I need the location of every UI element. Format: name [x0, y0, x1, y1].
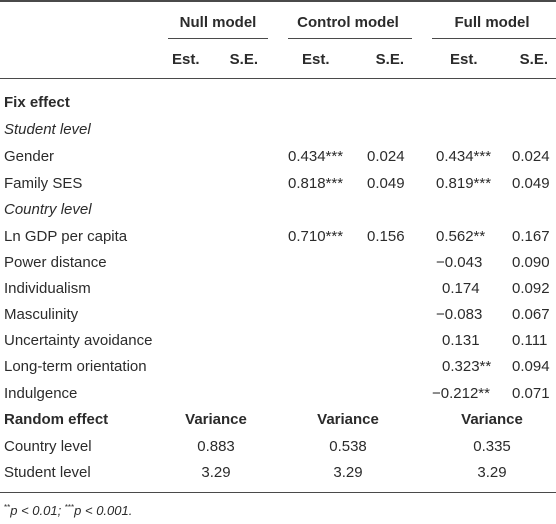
variance-full-cell: 3.29 — [477, 464, 507, 481]
table-row: Individualism 0.174 0.092 — [0, 276, 556, 302]
table-row: Indulgence −0.212** 0.071 — [0, 381, 556, 407]
row-label: Gender — [4, 148, 55, 165]
full-se-cell: 0.071 — [512, 385, 550, 402]
row-label: Uncertainty avoidance — [4, 332, 153, 349]
full-est-cell: 0.434*** — [436, 148, 492, 165]
row-label: Power distance — [4, 254, 107, 271]
table-row: Fix effect — [0, 90, 556, 116]
control-model-underline — [288, 38, 412, 39]
full-est-cell: 0.323** — [442, 358, 492, 375]
table-row: Student level — [0, 117, 556, 143]
full-se-cell: 0.111 — [512, 332, 548, 349]
footnote-text-p01: p < 0.01; — [10, 503, 65, 518]
row-label: Family SES — [4, 175, 83, 192]
full-se-cell: 0.024 — [512, 148, 550, 165]
top-rule — [0, 0, 556, 2]
row-label: Indulgence — [4, 385, 78, 402]
table-row: Country level — [0, 197, 556, 223]
group-header-null: Null model — [179, 14, 257, 31]
row-label: Individualism — [4, 280, 91, 297]
sub-header-null-est: Est. — [172, 51, 200, 68]
variance-header-full: Variance — [461, 411, 523, 428]
full-est-cell: 0.562** — [436, 228, 486, 245]
row-label: Student level — [4, 464, 91, 481]
table-row: Family SES 0.818*** 0.049 0.819*** 0.049 — [0, 171, 556, 197]
sub-header-row: Est. S.E. Est. S.E. Est. S.E. — [0, 47, 556, 73]
table-row: Masculinity −0.083 0.067 — [0, 302, 556, 328]
full-se-cell: 0.067 — [512, 306, 550, 323]
table-row: Country level 0.883 0.538 0.335 — [0, 434, 556, 460]
footnote-text-p001: p < 0.001. — [74, 503, 133, 518]
random-effect-row: Random effect Variance Variance Variance — [0, 407, 556, 433]
row-label: Country level — [4, 201, 92, 218]
full-se-cell: 0.090 — [512, 254, 550, 271]
group-header-control: Control model — [297, 14, 399, 31]
control-est-cell: 0.434*** — [288, 148, 344, 165]
sub-header-control-est: Est. — [302, 51, 330, 68]
bottom-rule — [0, 492, 556, 493]
full-est-cell: 0.174 — [442, 280, 480, 297]
full-est-cell: 0.131 — [442, 332, 480, 349]
full-est-cell: −0.043 — [436, 254, 483, 271]
variance-header-null: Variance — [185, 411, 247, 428]
control-est-cell: 0.710*** — [288, 228, 344, 245]
full-model-underline — [432, 38, 556, 39]
group-header-row: Null model Control model Full model — [0, 10, 556, 36]
table-row: Uncertainty avoidance 0.131 0.111 — [0, 328, 556, 354]
variance-control-cell: 0.538 — [329, 438, 367, 455]
header-rule — [0, 78, 556, 79]
table-row: Long-term orientation 0.323** 0.094 — [0, 354, 556, 380]
table-row: Student level 3.29 3.29 3.29 — [0, 460, 556, 486]
control-se-cell: 0.156 — [367, 228, 405, 245]
full-est-cell: 0.819*** — [436, 175, 492, 192]
variance-null-cell: 0.883 — [197, 438, 235, 455]
variance-header-control: Variance — [317, 411, 379, 428]
sub-header-control-se: S.E. — [375, 51, 404, 68]
full-est-cell: −0.212** — [432, 385, 490, 402]
full-se-cell: 0.167 — [512, 228, 550, 245]
row-label: Country level — [4, 438, 92, 455]
full-se-cell: 0.049 — [512, 175, 550, 192]
control-se-cell: 0.024 — [367, 148, 405, 165]
table-footnote: **p < 0.01; ***p < 0.001. — [4, 503, 132, 518]
group-header-full: Full model — [454, 14, 530, 31]
control-se-cell: 0.049 — [367, 175, 405, 192]
footnote-marker-p001: *** — [64, 503, 75, 512]
table-row: Ln GDP per capita 0.710*** 0.156 0.562**… — [0, 224, 556, 250]
sub-header-full-se: S.E. — [519, 51, 548, 68]
row-label: Long-term orientation — [4, 358, 147, 375]
row-label: Fix effect — [4, 94, 70, 111]
row-label: Random effect — [4, 411, 109, 428]
row-label: Masculinity — [4, 306, 79, 323]
control-est-cell: 0.818*** — [288, 175, 344, 192]
sub-header-null-se: S.E. — [229, 51, 258, 68]
table-row: Power distance −0.043 0.090 — [0, 250, 556, 276]
variance-control-cell: 3.29 — [333, 464, 363, 481]
null-model-underline — [168, 38, 268, 39]
variance-null-cell: 3.29 — [201, 464, 231, 481]
table-row: Gender 0.434*** 0.024 0.434*** 0.024 — [0, 144, 556, 170]
footnote-marker-p01: ** — [4, 503, 11, 512]
full-se-cell: 0.092 — [512, 280, 550, 297]
full-est-cell: −0.083 — [436, 306, 483, 323]
sub-header-full-est: Est. — [450, 51, 478, 68]
variance-full-cell: 0.335 — [473, 438, 511, 455]
row-label: Ln GDP per capita — [4, 228, 128, 245]
row-label: Student level — [4, 121, 91, 138]
full-se-cell: 0.094 — [512, 358, 550, 375]
